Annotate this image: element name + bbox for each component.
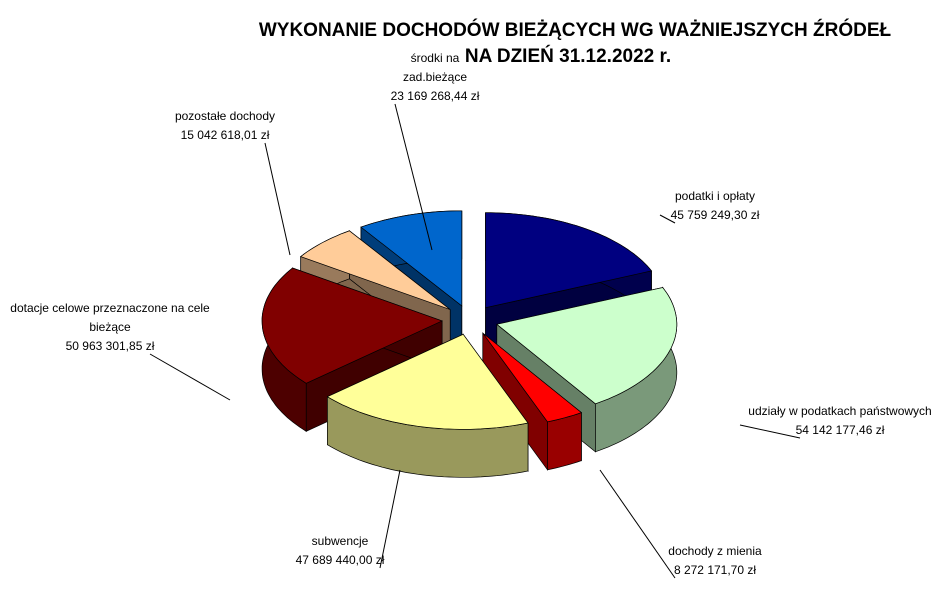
data-label: udziały w podatkach państwowych xyxy=(748,404,931,418)
leader-line xyxy=(379,469,401,569)
leader-line xyxy=(599,469,676,579)
leader-line xyxy=(739,424,801,439)
slice-top xyxy=(261,267,444,384)
label-line: dotacje celowe przeznaczone na cele xyxy=(10,301,210,315)
value-label: 54 142 177,46 zł xyxy=(796,423,885,437)
data-label: dotacje celowe przeznaczone na cele bieżą… xyxy=(10,301,210,334)
slice-top xyxy=(496,287,678,405)
data-label: podatki i opłaty xyxy=(675,189,755,203)
value-label: 47 689 440,00 zł xyxy=(296,553,385,567)
leader-line xyxy=(394,103,433,251)
value-label: 8 272 171,70 zł xyxy=(674,563,756,577)
slice xyxy=(326,333,529,478)
chart-title: NA DZIEŃ 31.12.2022 r. xyxy=(465,45,671,67)
slice-top xyxy=(299,230,451,310)
leader-line xyxy=(264,142,291,256)
leader-line xyxy=(149,353,231,401)
data-label: środki na zad.bieżące xyxy=(403,51,467,84)
slice-top xyxy=(326,333,529,430)
label-line: subwencje xyxy=(312,534,369,548)
leader-line xyxy=(659,214,676,224)
data-label: subwencje xyxy=(312,534,369,548)
slice-wall xyxy=(547,412,582,471)
label-line: środki na xyxy=(411,51,460,65)
value-label: 15 042 618,01 zł xyxy=(181,128,270,142)
value-label: 23 169 268,44 zł xyxy=(391,89,480,103)
label-line: dochody z mienia xyxy=(668,544,762,558)
slice-top xyxy=(360,210,463,307)
label-line: zad.bieżące xyxy=(403,70,467,84)
label-line: podatki i opłaty xyxy=(675,189,755,203)
label-line: bieżące xyxy=(89,320,131,334)
data-label: dochody z mienia xyxy=(668,544,762,558)
slice-top xyxy=(482,332,583,423)
value-label: 50 963 301,85 zł xyxy=(66,339,155,353)
label-line: udziały w podatkach państwowych xyxy=(748,404,931,418)
slice xyxy=(482,332,583,471)
slice-top xyxy=(485,212,653,309)
value-label: 45 759 249,30 zł xyxy=(671,208,760,222)
data-label: pozostałe dochody xyxy=(175,109,275,123)
chart-title: WYKONANIE DOCHODÓW BIEŻĄCYCH WG WAŻNIEJS… xyxy=(259,19,892,41)
label-line: pozostałe dochody xyxy=(175,109,275,123)
